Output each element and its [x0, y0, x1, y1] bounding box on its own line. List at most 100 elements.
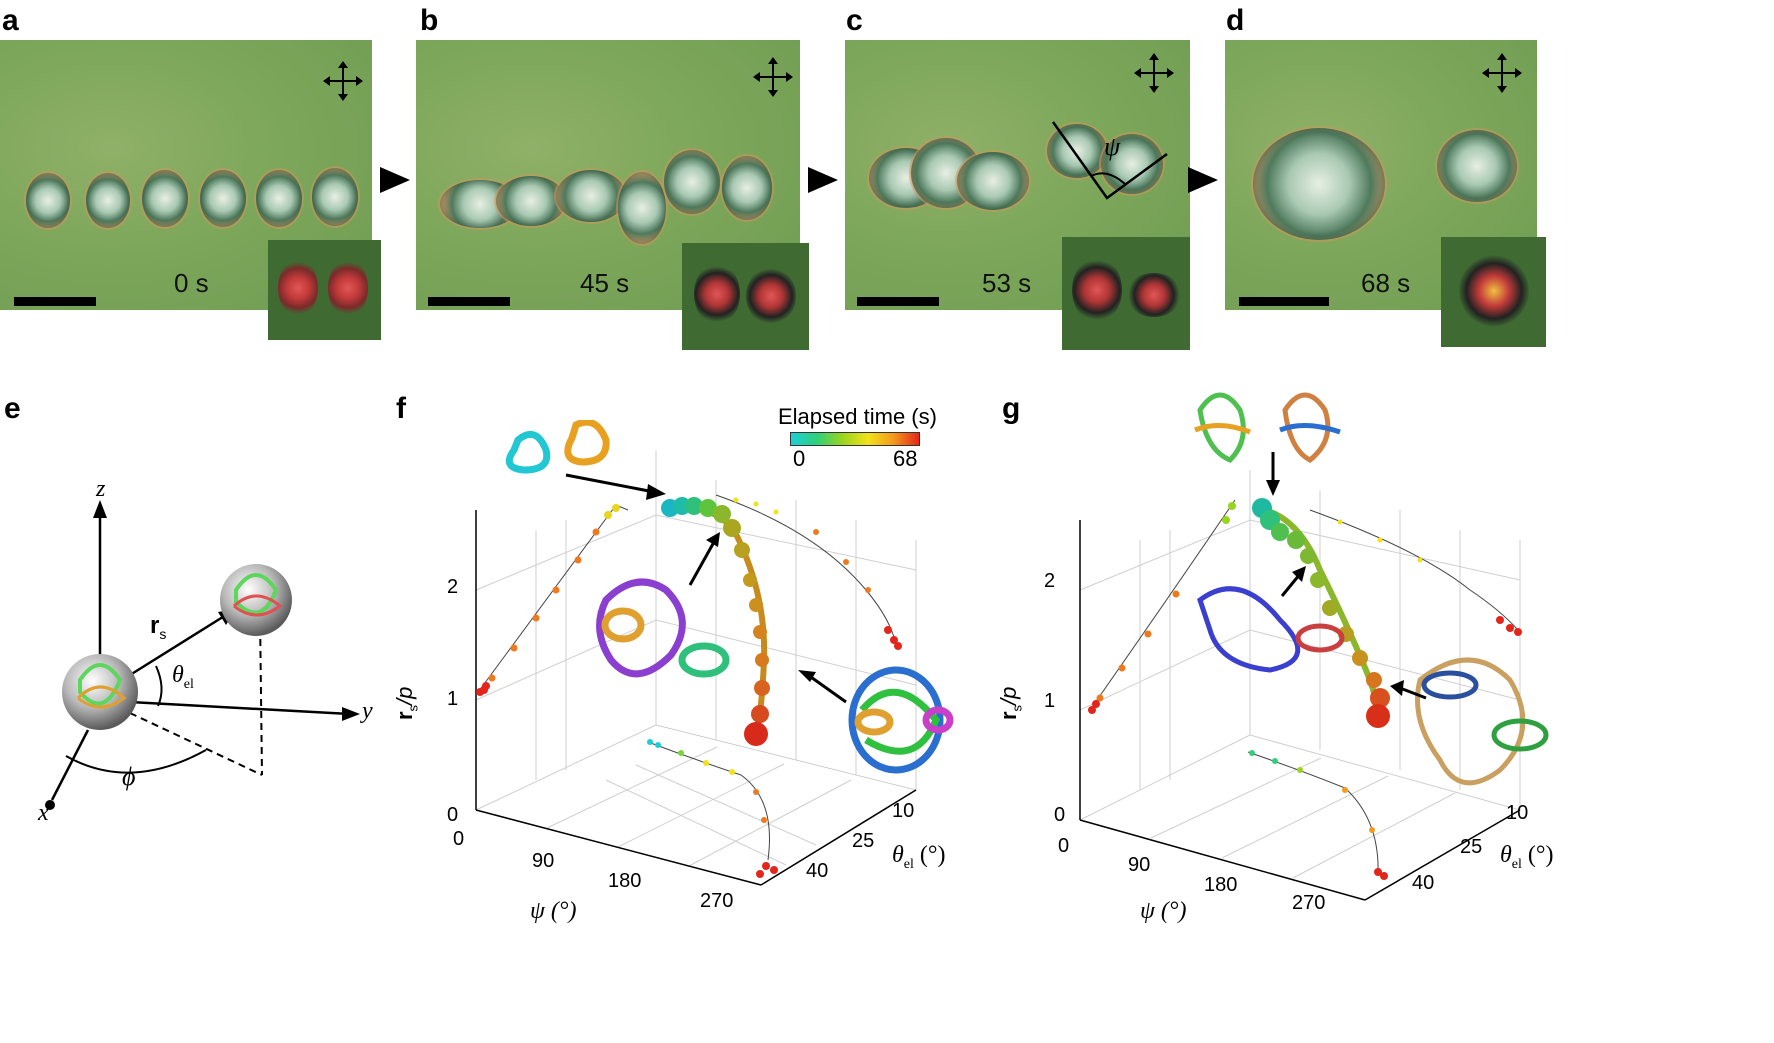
z-label-sub: s	[405, 704, 421, 712]
colloid-cell	[722, 156, 772, 220]
z-tick-2: 2	[1044, 570, 1056, 592]
sequence-arrow	[380, 167, 410, 193]
sequence-arrow	[1188, 167, 1218, 193]
colloid-cell	[664, 150, 720, 214]
colorbar-title: Elapsed time (s)	[778, 404, 937, 429]
position-vector-sub: s	[159, 625, 167, 642]
simulated-particle	[278, 258, 318, 318]
simulation-inset-a	[268, 240, 381, 340]
theta-sub: el	[183, 676, 194, 692]
angle-psi-label: ψ	[1104, 132, 1121, 161]
z-tick-0: 0	[1054, 804, 1066, 826]
panel-label-b: b	[420, 4, 439, 37]
z-axis-label: rs/p	[392, 687, 420, 720]
z-tick-0: 0	[447, 804, 459, 826]
panel-label-c: c	[846, 4, 863, 37]
colloid-cell	[957, 152, 1029, 210]
micrograph-b: 45 s	[416, 40, 800, 310]
scale-bar	[1239, 297, 1329, 306]
x-tick-180: 180	[608, 870, 642, 892]
sequence-arrow	[808, 167, 838, 193]
z-axis-label: rs/p	[996, 687, 1024, 720]
x-tick-0: 0	[1058, 835, 1070, 857]
y-tick-10: 10	[1506, 802, 1529, 824]
elapsed-time-label: 53 s	[982, 268, 1032, 298]
x-tick-90: 90	[532, 850, 555, 872]
x-tick-0: 0	[453, 828, 465, 850]
colloid-cell	[200, 170, 246, 227]
colloid-cell	[1253, 128, 1385, 240]
y-axis-label: θel (°)	[1500, 842, 1554, 873]
simulated-particle	[746, 267, 796, 325]
simulated-particle	[1459, 255, 1529, 327]
theta-label: θel	[172, 662, 194, 693]
colorbar	[790, 432, 920, 446]
elapsed-time-label: 0 s	[174, 268, 209, 298]
position-vector-label: rs	[150, 612, 166, 642]
z-tick-1: 1	[1044, 690, 1056, 712]
y-tick-40: 40	[806, 860, 829, 882]
simulated-particle	[328, 258, 368, 318]
x-axis-label: ψ (°)	[1140, 898, 1187, 924]
colloid-cell	[312, 168, 358, 226]
y-axis-label: θel (°)	[892, 842, 946, 873]
axis-label-x: x	[38, 800, 49, 826]
axis-label-z: z	[96, 476, 106, 502]
simulated-particle	[1072, 257, 1122, 323]
scale-bar	[857, 297, 939, 306]
plot-3d-f	[475, 420, 954, 886]
z-label-r: r	[392, 711, 417, 720]
colloid-cell	[618, 172, 666, 244]
scale-bar	[14, 297, 96, 306]
colloid-cell	[496, 176, 566, 226]
simulated-particle	[1126, 273, 1182, 317]
y-tick-10: 10	[892, 800, 915, 822]
y-tick-25: 25	[1460, 836, 1483, 858]
micrograph-a: 0 s	[0, 40, 372, 310]
z-label-rest: /p	[392, 686, 417, 705]
phi-label: ϕ	[122, 762, 136, 791]
y-label-rest: (°)	[1521, 842, 1554, 868]
x-axis-label: ψ (°)	[530, 898, 577, 924]
crossed-polarizers-icon	[1482, 53, 1522, 93]
z-label-r: r	[996, 711, 1021, 720]
colloid-cell	[1047, 124, 1107, 178]
x-tick-180: 180	[1204, 874, 1238, 896]
x-tick-90: 90	[1128, 854, 1151, 876]
position-vector-r: r	[150, 612, 160, 639]
colloid-cell	[26, 173, 70, 228]
colloid-cell	[1437, 130, 1517, 202]
y-label-theta: θ	[1500, 842, 1512, 868]
z-label-rest: /p	[996, 686, 1021, 705]
panel-label-e: e	[4, 392, 21, 425]
angle-annotation	[1051, 121, 1168, 200]
y-label-sub: el	[903, 856, 914, 872]
z-label-sub: s	[1009, 704, 1025, 712]
theta-symbol: θ	[172, 662, 184, 688]
axis-label-y: y	[362, 698, 373, 724]
y-tick-40: 40	[1412, 872, 1435, 894]
x-tick-270: 270	[1292, 892, 1326, 914]
colloid-cell	[556, 170, 626, 222]
elapsed-time-label: 68 s	[1361, 268, 1411, 298]
panel-label-a: a	[2, 4, 19, 37]
panel-label-d: d	[1226, 4, 1245, 37]
colloid-cell	[86, 173, 130, 228]
plot-3d-g	[1079, 392, 1549, 901]
z-tick-2: 2	[447, 576, 459, 598]
elapsed-time-label: 45 s	[580, 268, 630, 298]
y-label-theta: θ	[892, 842, 904, 868]
panel-label-g: g	[1002, 392, 1021, 425]
z-tick-1: 1	[447, 688, 459, 710]
colloid-cell	[256, 170, 302, 227]
simulation-inset-d	[1441, 237, 1546, 347]
crossed-polarizers-icon	[1134, 53, 1174, 93]
simulation-inset-c	[1062, 237, 1190, 350]
crossed-polarizers-icon	[323, 61, 363, 101]
y-tick-25: 25	[852, 830, 875, 852]
colloid-cell	[142, 170, 188, 227]
simulated-particle	[694, 263, 740, 325]
y-label-sub: el	[1511, 856, 1522, 872]
y-label-rest: (°)	[913, 842, 946, 868]
x-tick-270: 270	[700, 890, 734, 912]
